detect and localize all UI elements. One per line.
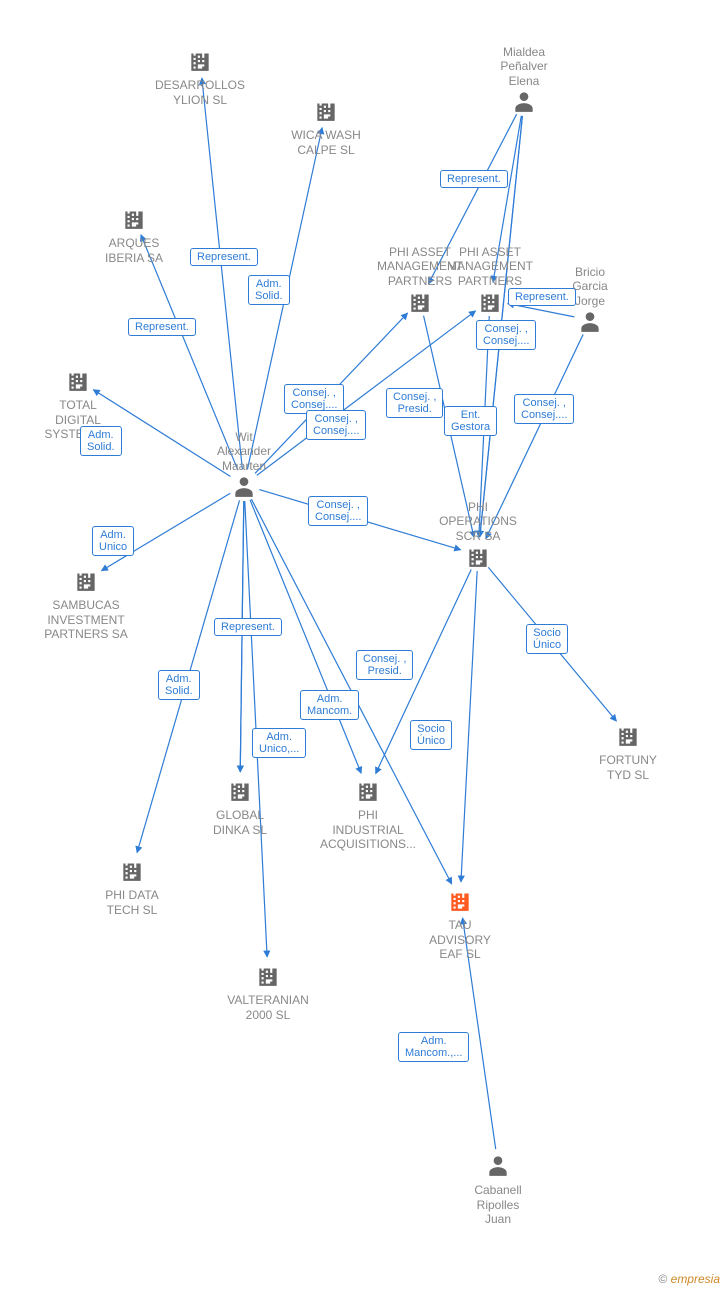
edge-label: Represent. [128,318,196,336]
building-icon [119,857,145,883]
building-icon [407,288,433,314]
edge-phi_ops-tau [461,571,477,882]
edge-label: SocioÚnico [410,720,452,750]
node-label: SAMBUCASINVESTMENTPARTNERS SA [36,598,136,641]
node-label: PHI ASSETMANAGEMENTPARTNERS [440,245,540,288]
edge-label: Consej. ,Presid. [386,388,443,418]
footer: © empresia [658,1272,720,1286]
node-label: PHIOPERATIONSSCR SA [428,500,528,543]
node-label: TAUADVISORYEAF SL [410,918,510,961]
node-label: PHI DATATECH SL [82,888,182,917]
edges-layer [0,0,728,1290]
node-wit[interactable]: WitAlexanderMaarten [194,428,294,503]
node-arques[interactable]: ARQUESIBERIA SA [84,205,184,265]
person-icon [511,88,537,114]
edge-label: SocioÚnico [526,624,568,654]
edge-wit-desarrollos [202,78,242,469]
node-label: DESARROLLOSYLION SL [150,78,250,107]
node-label: GLOBALDINKA SL [190,808,290,837]
person-icon [577,308,603,334]
copyright-symbol: © [658,1272,667,1286]
edge-label: Adm.Solid. [80,426,122,456]
node-label: FORTUNYTYD SL [578,753,678,782]
building-icon [121,205,147,231]
node-phi_data[interactable]: PHI DATATECH SL [82,857,182,917]
edge-label: Represent. [440,170,508,188]
building-icon [255,962,281,988]
node-phi_ops[interactable]: PHIOPERATIONSSCR SA [428,498,528,573]
node-phi_ind[interactable]: PHIINDUSTRIALACQUISITIONS... [318,777,418,852]
edge-label: Represent. [508,288,576,306]
building-icon [465,543,491,569]
brand-name: empresia [671,1272,720,1286]
edge-label: Adm.Solid. [248,275,290,305]
node-valteranian[interactable]: VALTERANIAN2000 SL [218,962,318,1022]
building-icon [65,367,91,393]
node-label: MialdeaPeñalverElena [474,45,574,88]
edge-label: Consej. ,Consej.... [308,496,368,526]
node-sambucas[interactable]: SAMBUCASINVESTMENTPARTNERS SA [36,567,136,642]
node-wica[interactable]: WICA WASHCALPE SL [276,97,376,157]
edge-label: Adm.Unico,... [252,728,306,758]
node-cabanell[interactable]: CabanellRipollesJuan [448,1152,548,1227]
edge-label: Ent.Gestora [444,406,497,436]
building-icon [447,887,473,913]
edge-label: Adm.Mancom.,... [398,1032,469,1062]
network-canvas: DESARROLLOSYLION SL WICA WASHCALPE SL Mial… [0,0,728,1290]
edge-label: Represent. [190,248,258,266]
building-icon [313,97,339,123]
person-icon [231,473,257,499]
building-icon [73,567,99,593]
node-mialdea[interactable]: MialdeaPeñalverElena [474,43,574,118]
edge-wit-global [240,501,244,772]
edge-wit-global [240,501,244,772]
node-fortuny[interactable]: FORTUNYTYD SL [578,722,678,782]
node-desarrollos[interactable]: DESARROLLOSYLION SL [150,47,250,107]
edge-label: Consej. ,Presid. [356,650,413,680]
building-icon [477,288,503,314]
node-label: CabanellRipollesJuan [448,1183,548,1226]
building-icon [227,777,253,803]
building-icon [355,777,381,803]
edge-label: Consej. ,Consej.... [476,320,536,350]
node-phi_asset2[interactable]: PHI ASSETMANAGEMENTPARTNERS [440,243,540,318]
edge-label: Adm.Solid. [158,670,200,700]
edge-label: Adm.Unico [92,526,134,556]
building-icon [615,722,641,748]
edge-label: Represent. [214,618,282,636]
node-label: VALTERANIAN2000 SL [218,993,318,1022]
node-label: ARQUESIBERIA SA [84,236,184,265]
person-icon [485,1152,511,1178]
edge-label: Adm.Mancom. [300,690,359,720]
edge-label: Consej. ,Consej.... [306,410,366,440]
building-icon [187,47,213,73]
node-label: WitAlexanderMaarten [194,430,294,473]
node-global[interactable]: GLOBALDINKA SL [190,777,290,837]
node-label: WICA WASHCALPE SL [276,128,376,157]
node-tau[interactable]: TAUADVISORYEAF SL [410,887,510,962]
edge-label: Consej. ,Consej.... [514,394,574,424]
node-label: PHIINDUSTRIALACQUISITIONS... [318,808,418,851]
